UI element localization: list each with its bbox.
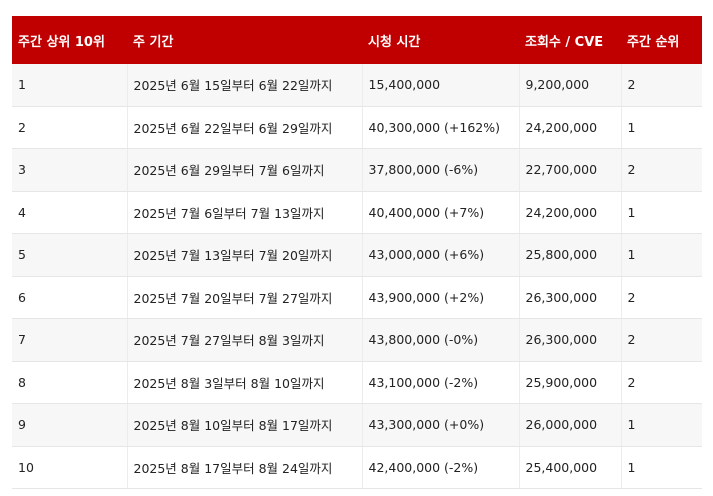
cell-weekly-rank: 2 — [620, 361, 702, 404]
table-row: 1 2025년 6월 15일부터 6월 22일까지 15,400,000 9,2… — [12, 64, 702, 107]
cell-watch-time: 42,400,000 (-2%) — [361, 446, 519, 489]
table-row: 8 2025년 8월 3일부터 8월 10일까지 43,100,000 (-2%… — [12, 361, 702, 404]
cell-weekly-rank: 2 — [620, 318, 702, 362]
cell-rank: 5 — [12, 233, 127, 277]
cell-week-period: 2025년 7월 20일부터 7월 27일까지 — [126, 276, 362, 319]
cell-week-period: 2025년 6월 22일부터 6월 29일까지 — [126, 106, 362, 149]
cell-weekly-rank: 1 — [620, 191, 702, 234]
cell-week-period: 2025년 7월 27일부터 8월 3일까지 — [126, 318, 362, 362]
cell-watch-time: 43,000,000 (+6%) — [361, 233, 519, 277]
cell-weekly-rank: 1 — [620, 106, 702, 149]
cell-week-period: 2025년 7월 13일부터 7월 20일까지 — [126, 233, 362, 277]
cell-weekly-rank: 2 — [620, 276, 702, 319]
cell-watch-time: 43,100,000 (-2%) — [361, 361, 519, 404]
weekly-ranking-table-container: 주간 상위 10위 주 기간 시청 시간 조회수 / CVE 주간 순위 1 2… — [12, 16, 702, 489]
cell-rank: 4 — [12, 191, 127, 234]
cell-watch-time: 43,900,000 (+2%) — [361, 276, 519, 319]
cell-views-cve: 25,900,000 — [518, 361, 621, 404]
table-row: 4 2025년 7월 6일부터 7월 13일까지 40,400,000 (+7%… — [12, 191, 702, 234]
cell-rank: 8 — [12, 361, 127, 404]
cell-watch-time: 37,800,000 (-6%) — [361, 148, 519, 192]
cell-views-cve: 25,800,000 — [518, 233, 621, 277]
table-header-row: 주간 상위 10위 주 기간 시청 시간 조회수 / CVE 주간 순위 — [12, 16, 702, 64]
cell-weekly-rank: 1 — [620, 403, 702, 447]
header-views-cve: 조회수 / CVE — [519, 16, 621, 64]
cell-rank: 3 — [12, 148, 127, 192]
table-row: 10 2025년 8월 17일부터 8월 24일까지 42,400,000 (-… — [12, 446, 702, 489]
table-row: 5 2025년 7월 13일부터 7월 20일까지 43,000,000 (+6… — [12, 233, 702, 277]
cell-views-cve: 25,400,000 — [518, 446, 621, 489]
cell-week-period: 2025년 8월 3일부터 8월 10일까지 — [126, 361, 362, 404]
cell-watch-time: 15,400,000 — [361, 64, 519, 107]
header-rank: 주간 상위 10위 — [12, 16, 127, 64]
cell-week-period: 2025년 8월 10일부터 8월 17일까지 — [126, 403, 362, 447]
cell-views-cve: 9,200,000 — [518, 64, 621, 107]
header-week-period: 주 기간 — [127, 16, 362, 64]
cell-views-cve: 26,300,000 — [518, 276, 621, 319]
cell-rank: 9 — [12, 403, 127, 447]
cell-watch-time: 40,400,000 (+7%) — [361, 191, 519, 234]
cell-rank: 2 — [12, 106, 127, 149]
cell-views-cve: 22,700,000 — [518, 148, 621, 192]
weekly-ranking-table: 주간 상위 10위 주 기간 시청 시간 조회수 / CVE 주간 순위 1 2… — [12, 16, 702, 489]
cell-weekly-rank: 1 — [620, 446, 702, 489]
cell-rank: 6 — [12, 276, 127, 319]
cell-weekly-rank: 2 — [620, 148, 702, 192]
table-row: 3 2025년 6월 29일부터 7월 6일까지 37,800,000 (-6%… — [12, 148, 702, 192]
cell-week-period: 2025년 6월 29일부터 7월 6일까지 — [126, 148, 362, 192]
header-watch-time: 시청 시간 — [362, 16, 519, 64]
cell-views-cve: 24,200,000 — [518, 191, 621, 234]
cell-views-cve: 26,000,000 — [518, 403, 621, 447]
table-row: 7 2025년 7월 27일부터 8월 3일까지 43,800,000 (-0%… — [12, 318, 702, 362]
cell-rank: 1 — [12, 64, 127, 107]
cell-week-period: 2025년 8월 17일부터 8월 24일까지 — [126, 446, 362, 489]
cell-views-cve: 24,200,000 — [518, 106, 621, 149]
cell-rank: 10 — [12, 446, 127, 489]
cell-weekly-rank: 1 — [620, 233, 702, 277]
header-weekly-rank: 주간 순위 — [621, 16, 702, 64]
cell-weekly-rank: 2 — [620, 64, 702, 107]
table-row: 9 2025년 8월 10일부터 8월 17일까지 43,300,000 (+0… — [12, 403, 702, 447]
cell-watch-time: 43,800,000 (-0%) — [361, 318, 519, 362]
cell-watch-time: 43,300,000 (+0%) — [361, 403, 519, 447]
cell-week-period: 2025년 6월 15일부터 6월 22일까지 — [126, 64, 362, 107]
cell-rank: 7 — [12, 318, 127, 362]
cell-watch-time: 40,300,000 (+162%) — [361, 106, 519, 149]
cell-views-cve: 26,300,000 — [518, 318, 621, 362]
table-row: 2 2025년 6월 22일부터 6월 29일까지 40,300,000 (+1… — [12, 106, 702, 149]
cell-week-period: 2025년 7월 6일부터 7월 13일까지 — [126, 191, 362, 234]
table-row: 6 2025년 7월 20일부터 7월 27일까지 43,900,000 (+2… — [12, 276, 702, 319]
